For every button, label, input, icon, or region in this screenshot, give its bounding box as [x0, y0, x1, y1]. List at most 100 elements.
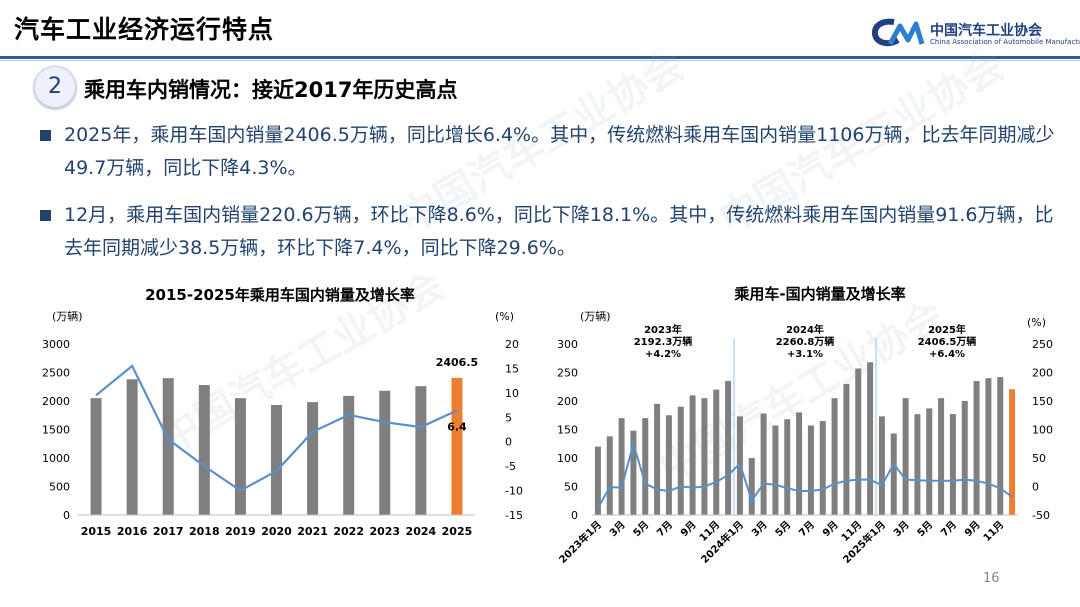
- right-tick-label: 0: [505, 436, 512, 449]
- x-tick-group: 9月: [678, 519, 698, 539]
- left-tick-label: 1500: [42, 424, 70, 437]
- sales-bar: [902, 398, 909, 515]
- sales-bar: [415, 386, 427, 515]
- left-tick-label: 100: [557, 452, 578, 465]
- x-tick-label: 2024: [406, 525, 437, 538]
- caam-logo-icon: [871, 18, 925, 47]
- sales-bar: [831, 398, 838, 515]
- x-tick-label: 2019: [225, 525, 256, 538]
- left-tick-label: 250: [557, 367, 578, 380]
- sales-bar: [630, 430, 637, 515]
- right-tick-label: 200: [1032, 367, 1053, 380]
- sales-bar: [725, 381, 732, 515]
- page-title: 汽车工业经济运行特点: [14, 15, 275, 44]
- bullet-december: 12月，乘用车国内销量220.6万辆，环比下降8.6%，同比下降18.1%。其中…: [40, 199, 1060, 265]
- x-tick-group: 9月: [820, 519, 840, 539]
- chart-monthly: (万辆) (%) 0 50 100 150 200 250 300 -50 0 50 100 150…: [556, 309, 1053, 566]
- right-axis-unit: (%): [1027, 316, 1046, 329]
- sales-bar: [677, 406, 684, 515]
- bullet-text: 2025年，乘用车国内销量2406.5万辆，同比增长6.4%。其中，传统燃料乘用…: [64, 124, 1055, 179]
- sales-bar: [618, 418, 625, 515]
- year-summary-label: 2023年: [644, 323, 682, 336]
- x-tick-label: 7月: [939, 519, 959, 539]
- x-tick-label: 2023: [369, 525, 400, 538]
- right-tick-label: 150: [1032, 395, 1053, 408]
- bullet-square-icon: [40, 210, 51, 221]
- right-tick-label: 100: [1032, 424, 1053, 437]
- year-summary-label: 2260.8万辆: [776, 335, 835, 348]
- x-tick-group: 11月: [981, 519, 1006, 544]
- right-tick-label: -15: [505, 509, 523, 522]
- sales-bar: [451, 377, 463, 515]
- sales-bar: [162, 378, 174, 515]
- x-tick-group: 7月: [655, 519, 675, 539]
- growth-line: [597, 440, 1013, 509]
- x-tick-label: 5月: [631, 519, 651, 539]
- sales-bar: [234, 398, 246, 515]
- sales-bar: [271, 404, 282, 515]
- left-tick-label: 2000: [42, 395, 70, 408]
- growth-line: [95, 364, 458, 492]
- right-tick-label: 10: [505, 387, 519, 400]
- sales-bar: [973, 381, 980, 515]
- left-tick-label: 50: [564, 481, 578, 494]
- sales-bar: [997, 377, 1004, 515]
- x-tick-label: 2017: [153, 525, 184, 538]
- left-tick-label: 150: [557, 424, 578, 437]
- x-tick-label: 9月: [820, 519, 840, 539]
- x-tick-label: 2021: [297, 525, 328, 538]
- x-tick-group: 9月: [962, 519, 982, 539]
- chart1-title: 2015-2025年乘用车国内销量及增长率: [145, 286, 415, 304]
- x-tick-label: 2023年1月: [556, 518, 604, 566]
- left-tick-label: 2500: [42, 367, 70, 380]
- bullet-annual: 2025年，乘用车国内销量2406.5万辆，同比增长6.4%。其中，传统燃料乘用…: [40, 119, 1060, 185]
- bullet-square-icon: [40, 130, 51, 141]
- x-tick-label: 3月: [607, 519, 627, 539]
- sales-bar: [594, 446, 601, 515]
- sales-bar: [938, 398, 945, 515]
- x-tick-label: 5月: [773, 519, 793, 539]
- right-tick-label: -10: [505, 485, 523, 498]
- sales-bar: [961, 401, 968, 515]
- x-tick-group: 7月: [797, 519, 817, 539]
- sales-bar: [867, 362, 874, 515]
- sales-bar: [654, 403, 661, 515]
- sales-bar: [914, 414, 921, 515]
- x-tick-label: 7月: [797, 519, 817, 539]
- x-tick-label: 2018: [189, 525, 220, 538]
- sales-bar: [949, 414, 956, 515]
- sales-bar: [701, 398, 708, 515]
- sales-bar: [343, 395, 355, 515]
- header-rule-thin: [0, 60, 1080, 61]
- section-title: 乘用车内销情况：接近2017年历史高点: [84, 78, 458, 102]
- x-tick-group: 5月: [915, 519, 935, 539]
- x-tick-group: 3月: [607, 519, 627, 539]
- year-summary-label: 2406.5万辆: [918, 335, 977, 348]
- right-tick-label: 0: [1032, 481, 1039, 494]
- year-summary-label: 2192.3万辆: [634, 335, 693, 348]
- x-tick-label: 9月: [962, 519, 982, 539]
- sales-bar: [713, 389, 720, 515]
- sales-bar: [1009, 389, 1016, 515]
- x-tick-label: 2016: [117, 525, 148, 538]
- logo-text-en: China Association of Automobile Manufact…: [930, 38, 1080, 46]
- sales-bar: [90, 398, 102, 515]
- year-summary-label: +3.1%: [787, 349, 823, 360]
- right-tick-label: -50: [1032, 509, 1050, 522]
- bar-value-label: 2406.5: [436, 356, 478, 369]
- x-tick-label: 9月: [678, 519, 698, 539]
- sales-bar: [307, 402, 319, 515]
- sales-bar: [379, 390, 391, 515]
- sales-bar: [796, 412, 803, 515]
- sales-bar: [606, 436, 613, 515]
- x-tick-group: 3月: [891, 519, 911, 539]
- x-tick-label: 11月: [981, 519, 1006, 544]
- right-tick-label: -5: [505, 460, 516, 473]
- left-axis-unit: (万辆): [580, 309, 611, 323]
- x-tick-label: 5月: [915, 519, 935, 539]
- left-tick-label: 500: [49, 481, 70, 494]
- x-tick-label: 3月: [891, 519, 911, 539]
- sales-bar: [760, 413, 767, 515]
- sales-bar: [748, 458, 755, 515]
- header-rule: [0, 56, 1080, 59]
